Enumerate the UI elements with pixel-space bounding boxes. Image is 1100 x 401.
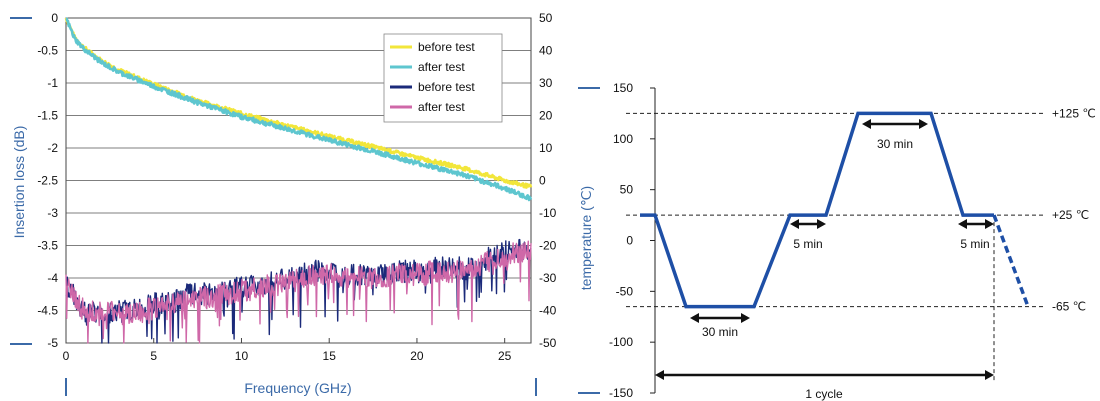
y-tick-label: -3 bbox=[47, 206, 58, 220]
y-tick-label: -2.5 bbox=[37, 174, 58, 188]
x-tick-label: 10 bbox=[235, 349, 249, 363]
duration-arrow bbox=[690, 313, 750, 323]
y-tick-label: -5 bbox=[47, 336, 58, 350]
y2-tick-label: 10 bbox=[539, 141, 553, 155]
y-tick-labels: 0 -0.5 -1 -1.5 -2 -2.5 -3 -3.5 -4 -4.5 -5 bbox=[37, 11, 58, 350]
x-tick-label: 25 bbox=[498, 349, 512, 363]
y-tick-label: -1 bbox=[47, 76, 58, 90]
y-tick-labels: 150 100 50 0 -50 -100 -150 bbox=[609, 81, 655, 400]
legend-entry: after test bbox=[418, 100, 465, 114]
x-tick-labels: 0 5 10 15 20 25 bbox=[63, 338, 512, 363]
temperature-cycle-chart: 150 100 50 0 -50 -100 -150 +125 ℃ +25 ℃ -65 ℃ 30… bbox=[578, 81, 1096, 401]
temperature-profile-line bbox=[640, 111, 994, 309]
y-tick-label: -150 bbox=[609, 386, 633, 400]
reference-lines: +125 ℃ +25 ℃ -65 ℃ bbox=[626, 106, 1096, 383]
temperature-profile-continuation bbox=[992, 214, 1030, 308]
annotation-label: 1 cycle bbox=[805, 387, 843, 401]
y-tick-label: -3.5 bbox=[37, 239, 58, 253]
duration-arrow bbox=[862, 119, 928, 129]
legend: before test after test before test after te… bbox=[383, 33, 503, 123]
y2-tick-label: 50 bbox=[539, 11, 553, 25]
y-tick-label: 50 bbox=[620, 183, 634, 197]
reference-label: +125 ℃ bbox=[1052, 106, 1096, 120]
y2-tick-label: -30 bbox=[539, 271, 557, 285]
annotation-label: 5 min bbox=[960, 237, 989, 251]
y2-tick-label: -10 bbox=[539, 206, 557, 220]
y-tick-label: 100 bbox=[613, 132, 633, 146]
x-axis-title: Frequency (GHz) bbox=[244, 380, 351, 396]
y2-tick-label: 30 bbox=[539, 76, 553, 90]
x-tick-label: 15 bbox=[323, 349, 337, 363]
series-line-1 bbox=[64, 17, 533, 189]
y-tick-label: -1.5 bbox=[37, 109, 58, 123]
y-tick-label: -0.5 bbox=[37, 44, 58, 58]
y-tick-label: -4.5 bbox=[37, 304, 58, 318]
duration-arrow bbox=[790, 219, 826, 229]
y2-tick-label: -50 bbox=[539, 336, 557, 350]
series-group bbox=[640, 111, 1030, 309]
y-tick-label: -2 bbox=[47, 141, 58, 155]
legend-entry: before test bbox=[418, 80, 475, 94]
x-tick-label: 5 bbox=[150, 349, 157, 363]
y2-tick-label: -20 bbox=[539, 239, 557, 253]
reference-label: +25 ℃ bbox=[1052, 208, 1089, 222]
y2-tick-label: -40 bbox=[539, 304, 557, 318]
y2-tick-label: 20 bbox=[539, 109, 553, 123]
y-axis-title: temperature (℃) bbox=[578, 186, 594, 290]
series-group bbox=[64, 17, 533, 344]
duration-arrow bbox=[958, 219, 994, 229]
annotation-label: 30 min bbox=[877, 137, 913, 151]
legend-entry: before test bbox=[418, 40, 475, 54]
y-tick-label: 150 bbox=[613, 81, 633, 95]
annotation-label: 30 min bbox=[702, 325, 738, 339]
series-line-4 bbox=[65, 240, 532, 344]
y-tick-label: -100 bbox=[609, 335, 633, 349]
y-axis-title: Insertion loss (dB) bbox=[11, 126, 27, 239]
series-line-2 bbox=[65, 17, 533, 202]
duration-arrow bbox=[655, 370, 994, 380]
x-tick-label: 0 bbox=[63, 349, 70, 363]
annotations: 30 min 5 min 30 min 5 min 1 cycle bbox=[655, 119, 994, 401]
y2-tick-label: 40 bbox=[539, 44, 553, 58]
annotation-label: 5 min bbox=[793, 237, 822, 251]
y-tick-label: -50 bbox=[616, 284, 634, 298]
reference-label: -65 ℃ bbox=[1052, 300, 1086, 314]
y2-tick-label: 0 bbox=[539, 174, 546, 188]
legend-entry: after test bbox=[418, 60, 465, 74]
y2-tick-labels: 50 40 30 20 10 0 -10 -20 -30 -40 -50 bbox=[539, 11, 557, 350]
y-tick-label: 0 bbox=[626, 234, 633, 248]
x-tick-label: 20 bbox=[410, 349, 424, 363]
y-tick-label: -4 bbox=[47, 271, 58, 285]
insertion-loss-chart: 0-0.5-1-1.5-2-2.5-3-3.5-4-4.5-5 50403020… bbox=[10, 11, 557, 396]
y-tick-label: 0 bbox=[51, 11, 58, 25]
